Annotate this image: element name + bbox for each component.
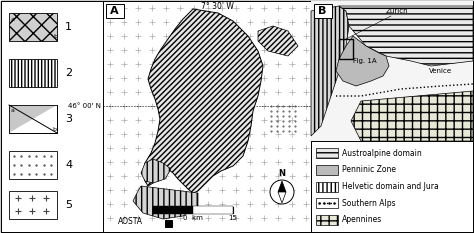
Bar xyxy=(9,151,57,179)
Text: A: A xyxy=(110,6,118,16)
Bar xyxy=(311,1,473,141)
Bar xyxy=(9,105,57,133)
Text: 2: 2 xyxy=(65,68,72,78)
Text: b: b xyxy=(53,34,57,39)
Polygon shape xyxy=(278,192,286,203)
Text: Zürich: Zürich xyxy=(386,8,409,14)
Bar xyxy=(9,191,57,219)
Bar xyxy=(106,4,124,18)
Text: Apennines: Apennines xyxy=(342,215,382,224)
Text: 46° 00' N: 46° 00' N xyxy=(68,103,101,109)
Polygon shape xyxy=(9,105,57,133)
Bar xyxy=(193,206,233,214)
Bar xyxy=(165,220,172,227)
Polygon shape xyxy=(9,105,57,133)
Polygon shape xyxy=(339,6,473,66)
Text: 0  km: 0 km xyxy=(183,215,203,221)
Bar xyxy=(316,215,338,225)
Text: Helvetic domain and Jura: Helvetic domain and Jura xyxy=(342,182,439,191)
Polygon shape xyxy=(258,26,298,56)
Text: AOSTA: AOSTA xyxy=(118,217,143,226)
Bar xyxy=(316,198,338,208)
Bar xyxy=(1,1,104,232)
Bar xyxy=(311,141,473,232)
Bar xyxy=(339,39,353,59)
Bar xyxy=(9,13,57,41)
Text: 5: 5 xyxy=(65,200,72,210)
Polygon shape xyxy=(278,181,286,192)
Bar xyxy=(316,165,338,175)
Circle shape xyxy=(270,180,294,204)
Polygon shape xyxy=(133,186,198,219)
Polygon shape xyxy=(143,9,263,193)
Text: Fig. 1A: Fig. 1A xyxy=(353,58,377,64)
Text: Southern Alps: Southern Alps xyxy=(342,199,396,208)
Text: a: a xyxy=(11,17,15,22)
Bar xyxy=(9,59,57,87)
Text: 3: 3 xyxy=(65,114,72,124)
Bar xyxy=(311,1,473,232)
Text: 15: 15 xyxy=(228,215,237,221)
Polygon shape xyxy=(351,91,473,141)
Bar xyxy=(316,182,338,192)
Bar xyxy=(153,206,193,214)
Text: Austroalpine domain: Austroalpine domain xyxy=(342,149,422,158)
Bar xyxy=(316,148,338,158)
Text: Penninic Zone: Penninic Zone xyxy=(342,165,396,174)
Text: b: b xyxy=(52,127,56,132)
Text: B: B xyxy=(318,6,327,16)
Text: 4: 4 xyxy=(65,160,72,170)
Polygon shape xyxy=(311,6,349,136)
Polygon shape xyxy=(336,36,389,86)
Text: Venice: Venice xyxy=(429,68,452,74)
Text: 7° 30' W: 7° 30' W xyxy=(201,2,234,11)
Bar xyxy=(314,4,332,18)
Text: N: N xyxy=(279,169,285,178)
Polygon shape xyxy=(141,159,171,183)
Bar xyxy=(103,1,312,232)
Text: a: a xyxy=(11,108,15,113)
Bar xyxy=(9,105,57,133)
Text: 1: 1 xyxy=(65,22,72,32)
